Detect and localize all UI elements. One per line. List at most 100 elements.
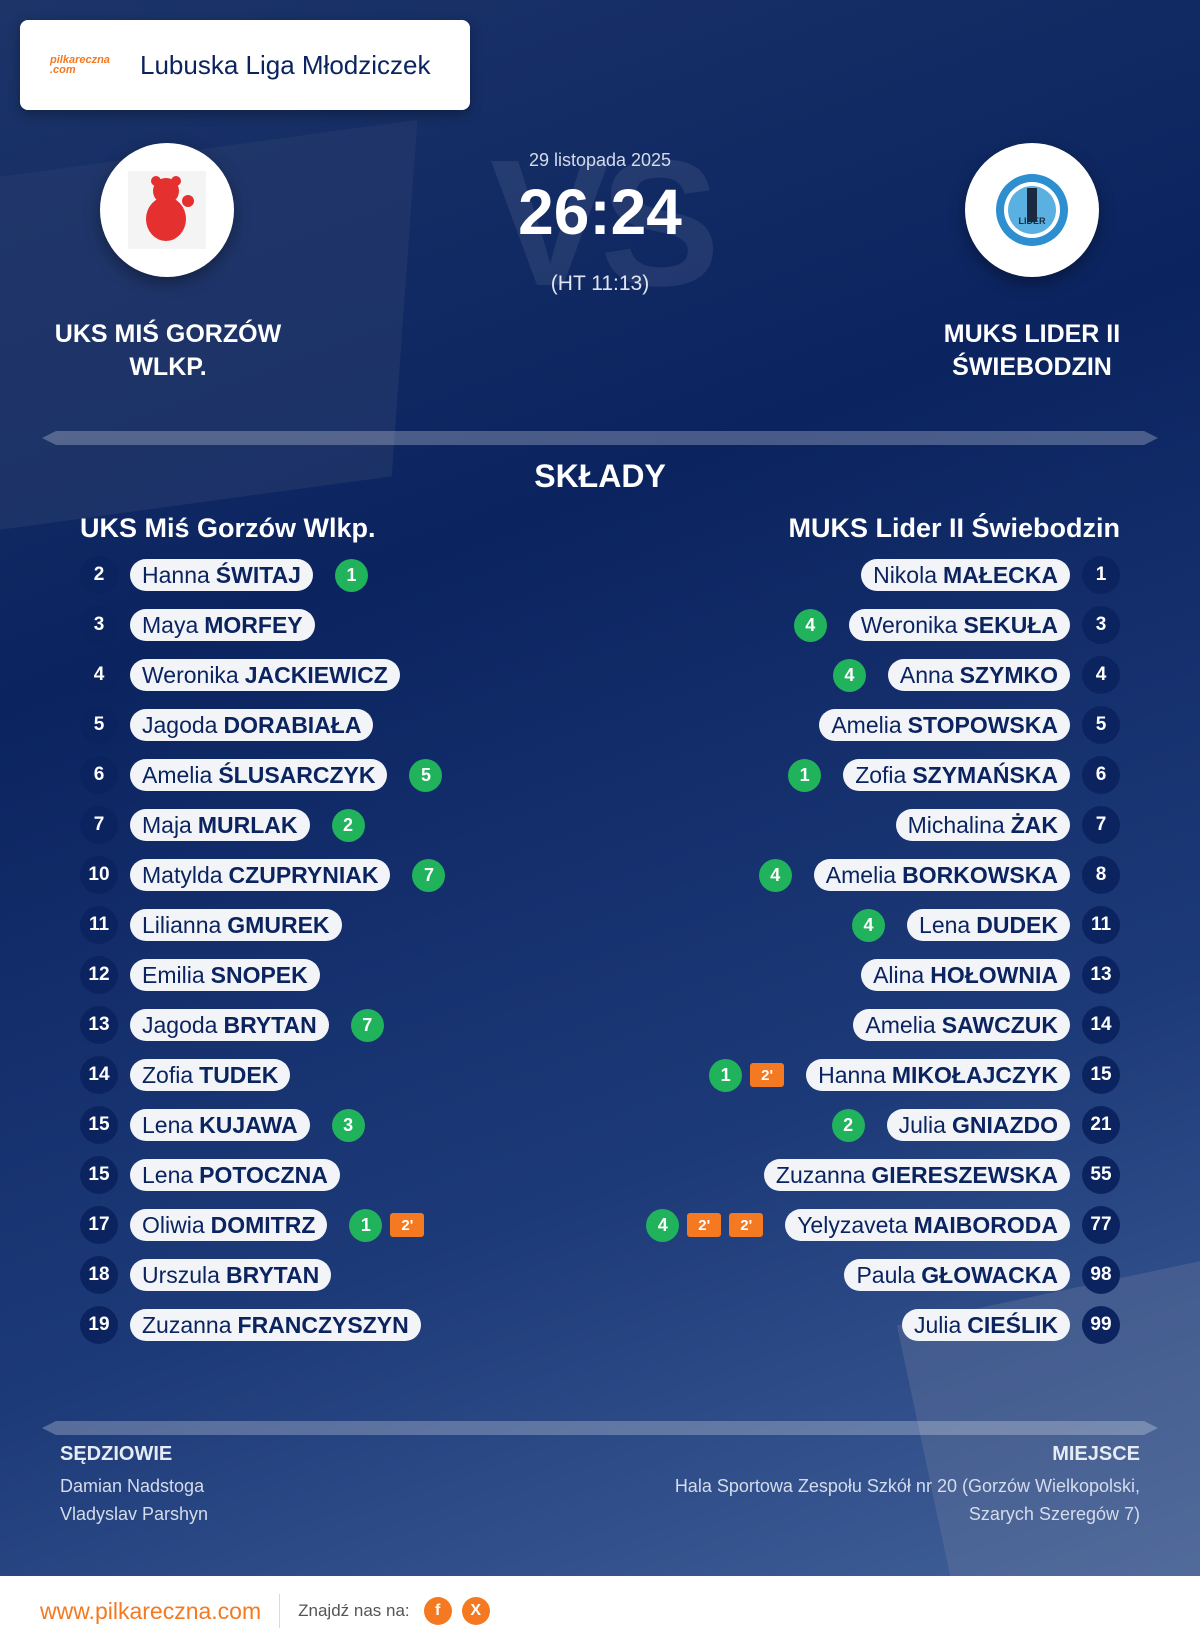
- player-name[interactable]: Julia CIEŚLIK: [901, 1309, 1070, 1341]
- player-name[interactable]: Hanna MIKOŁAJCZYK: [806, 1059, 1070, 1091]
- facebook-icon[interactable]: f: [423, 1597, 452, 1625]
- player-row: 17 Oliwia DOMITRZ 1 2': [80, 1206, 425, 1244]
- player-name[interactable]: Hanna ŚWITAJ: [130, 559, 313, 591]
- player-row: 19 Zuzanna FRANCZYSZYN: [80, 1306, 421, 1344]
- player-first-name: Michalina: [907, 811, 1005, 838]
- player-name[interactable]: Michalina ŻAK: [895, 809, 1070, 841]
- player-last-name: STOPOWSKA: [907, 711, 1058, 738]
- player-name[interactable]: Emilia SNOPEK: [130, 959, 320, 991]
- league-title: Lubuska Liga Młodziczek: [140, 49, 431, 80]
- player-stats: 1 2': [349, 1208, 425, 1242]
- player-name[interactable]: Zuzanna GIERESZEWSKA: [763, 1159, 1070, 1191]
- player-name[interactable]: Oliwia DOMITRZ: [130, 1209, 328, 1241]
- player-name[interactable]: Alina HOŁOWNIA: [861, 959, 1070, 991]
- player-stats: 7: [412, 858, 446, 892]
- player-name[interactable]: Zofia TUDEK: [130, 1059, 291, 1091]
- player-first-name: Matylda: [142, 861, 223, 888]
- goals-badge: 3: [331, 1108, 365, 1142]
- player-name[interactable]: Maja MURLAK: [130, 809, 310, 841]
- player-row: 15 Lena KUJAWA 3: [80, 1106, 365, 1144]
- player-name[interactable]: Weronika JACKIEWICZ: [130, 659, 400, 691]
- player-last-name: ŚWITAJ: [215, 561, 301, 588]
- jersey-number: 77: [1082, 1206, 1120, 1244]
- jersey-number: 6: [1082, 756, 1120, 794]
- player-name[interactable]: Matylda CZUPRYNIAK: [130, 859, 391, 891]
- player-first-name: Anna: [899, 661, 954, 688]
- player-first-name: Lena: [919, 911, 971, 938]
- player-name[interactable]: Urszula BRYTAN: [130, 1259, 332, 1291]
- player-name[interactable]: Jagoda DORABIAŁA: [130, 709, 374, 741]
- player-name[interactable]: Yelyzaveta MAIBORODA: [785, 1209, 1070, 1241]
- footer-bar: www.pilkareczna.com Znajdź nas na: f X: [0, 1576, 1200, 1646]
- website-link[interactable]: www.pilkareczna.com: [40, 1597, 262, 1624]
- player-name[interactable]: Lilianna GMUREK: [130, 909, 342, 941]
- player-stats: 4: [793, 608, 827, 642]
- player-stats: 2: [831, 1108, 865, 1142]
- player-last-name: CZUPRYNIAK: [228, 861, 379, 888]
- player-first-name: Zuzanna: [775, 1161, 866, 1188]
- player-name[interactable]: Zuzanna FRANCZYSZYN: [130, 1309, 421, 1341]
- jersey-number: 5: [1082, 706, 1120, 744]
- player-last-name: DUDEK: [976, 911, 1058, 938]
- player-name[interactable]: Julia GNIAZDO: [886, 1109, 1070, 1141]
- player-name[interactable]: Jagoda BRYTAN: [130, 1009, 329, 1041]
- jersey-number: 98: [1082, 1256, 1120, 1294]
- player-name[interactable]: Amelia SAWCZUK: [853, 1009, 1070, 1041]
- jersey-number: 4: [1082, 656, 1120, 694]
- goals-badge: 1: [709, 1058, 743, 1092]
- goals-badge: 4: [832, 658, 866, 692]
- player-row: 7 Maja MURLAK 2: [80, 806, 365, 844]
- player-name[interactable]: Paula GŁOWACKA: [844, 1259, 1070, 1291]
- player-last-name: MAIBORODA: [913, 1211, 1058, 1238]
- player-name[interactable]: Amelia STOPOWSKA: [819, 709, 1070, 741]
- player-name[interactable]: Zofia SZYMAŃSKA: [843, 759, 1070, 791]
- jersey-number: 4: [80, 656, 118, 694]
- final-score: 26:24: [518, 176, 682, 248]
- player-first-name: Hanna: [142, 561, 210, 588]
- away-team-logo: LIDER: [965, 143, 1099, 277]
- player-row: 11 Lena DUDEK 4: [852, 906, 1120, 944]
- player-last-name: ŚLUSARCZYK: [218, 761, 376, 788]
- home-lineup-title: UKS Miś Gorzów Wlkp.: [80, 513, 376, 543]
- jersey-number: 1: [1082, 556, 1120, 594]
- player-first-name: Weronika: [142, 661, 239, 688]
- jersey-number: 99: [1082, 1306, 1120, 1344]
- player-first-name: Amelia: [831, 711, 902, 738]
- player-last-name: POTOCZNA: [199, 1161, 328, 1188]
- jersey-number: 15: [80, 1156, 118, 1194]
- player-row: 5 Amelia STOPOWSKA: [819, 706, 1120, 744]
- player-stats: 4: [832, 658, 866, 692]
- player-last-name: MAŁECKA: [943, 561, 1058, 588]
- player-name[interactable]: Amelia ŚLUSARCZYK: [130, 759, 388, 791]
- player-name[interactable]: Nikola MAŁECKA: [861, 559, 1070, 591]
- player-last-name: MURLAK: [197, 811, 298, 838]
- player-name[interactable]: Weronika SEKUŁA: [848, 609, 1070, 641]
- goals-badge: 1: [349, 1208, 383, 1242]
- player-row: 13 Alina HOŁOWNIA: [861, 956, 1120, 994]
- jersey-number: 3: [1082, 606, 1120, 644]
- goals-badge: 1: [788, 758, 822, 792]
- jersey-number: 10: [80, 856, 118, 894]
- player-last-name: DORABIAŁA: [223, 711, 362, 738]
- player-name[interactable]: Lena KUJAWA: [130, 1109, 310, 1141]
- penalty-badge: 2': [390, 1213, 425, 1237]
- footer-divider: [279, 1594, 281, 1628]
- player-last-name: GŁOWACKA: [921, 1261, 1058, 1288]
- x-icon[interactable]: X: [461, 1597, 490, 1625]
- player-name[interactable]: Lena DUDEK: [907, 909, 1070, 941]
- goals-badge: 4: [758, 858, 792, 892]
- jersey-number: 7: [1082, 806, 1120, 844]
- player-row: 6 Amelia ŚLUSARCZYK 5: [80, 756, 443, 794]
- venue-line: Hala Sportowa Zespołu Szkół nr 20 (Gorzó…: [674, 1476, 1140, 1496]
- player-last-name: GMUREK: [227, 911, 330, 938]
- jersey-number: 17: [80, 1206, 118, 1244]
- player-name[interactable]: Anna SZYMKO: [887, 659, 1070, 691]
- player-name[interactable]: Maya MORFEY: [130, 609, 315, 641]
- player-row: 12 Emilia SNOPEK: [80, 956, 320, 994]
- player-row: 5 Jagoda DORABIAŁA: [80, 706, 374, 744]
- player-name[interactable]: Lena POTOCZNA: [130, 1159, 340, 1191]
- player-last-name: GNIAZDO: [951, 1111, 1058, 1138]
- jersey-number: 13: [1082, 956, 1120, 994]
- player-row: 77 Yelyzaveta MAIBORODA 4 2' 2': [646, 1206, 1120, 1244]
- player-name[interactable]: Amelia BORKOWSKA: [813, 859, 1070, 891]
